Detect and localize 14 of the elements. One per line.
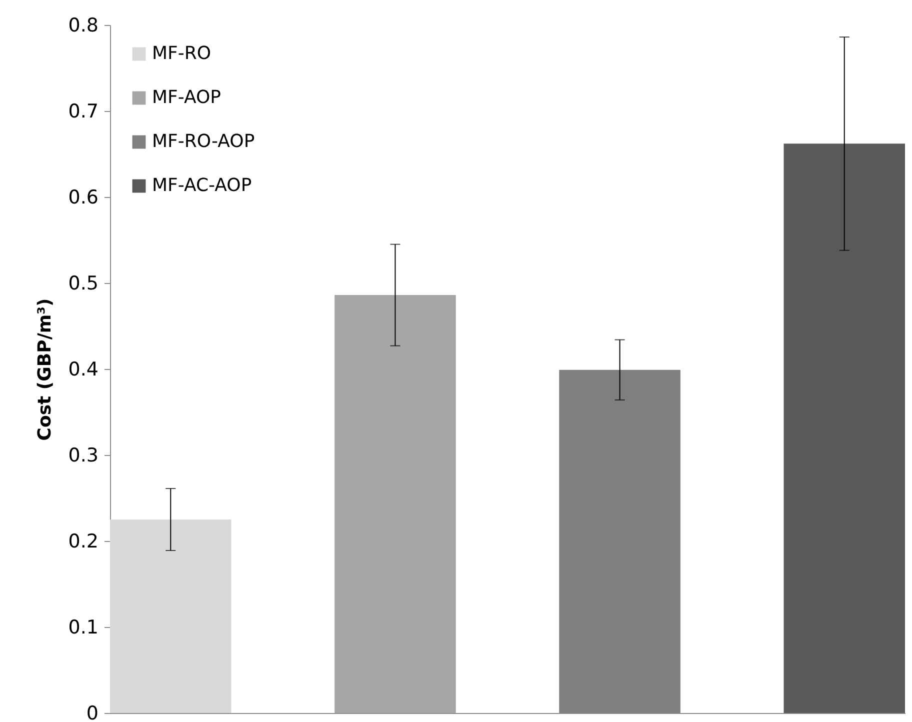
y-tick-label: 0.7 <box>68 100 98 122</box>
y-tick-label: 0.2 <box>68 530 98 552</box>
legend-label: MF-RO-AOP <box>152 131 255 152</box>
legend-label: MF-AC-AOP <box>152 175 252 196</box>
y-tick-label: 0.4 <box>68 358 98 380</box>
y-tick-label: 0.6 <box>68 186 98 208</box>
legend-label: MF-AOP <box>152 87 222 108</box>
legend-label: MF-RO <box>152 43 212 64</box>
y-tick-label: 0.1 <box>68 616 98 638</box>
y-tick-label: 0.3 <box>68 444 98 466</box>
y-axis-title: Cost (GBP/m³) <box>34 298 56 441</box>
y-tick-label: 0.8 <box>68 14 98 36</box>
y-tick-label: 0 <box>86 702 98 722</box>
y-tick-label: 0.5 <box>68 272 98 294</box>
